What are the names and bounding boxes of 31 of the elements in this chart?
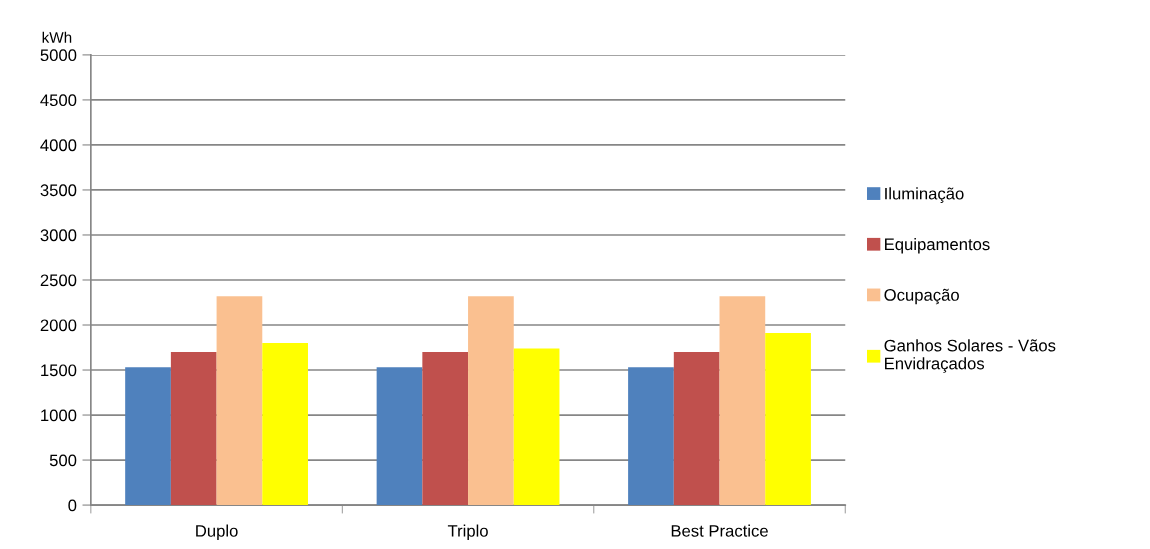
x-tick-label: Best Practice	[671, 524, 768, 537]
y-tick-label: 5000	[40, 49, 77, 62]
legend-label: Equipamentos	[885, 237, 990, 254]
legend-label: Ocupação	[884, 288, 959, 305]
bar	[468, 296, 514, 506]
y-tick-label: 500	[49, 454, 77, 467]
legend-label: Iluminação	[885, 187, 964, 203]
y-tick-label: 2000	[40, 319, 77, 332]
bar	[719, 296, 766, 506]
bar	[376, 367, 423, 506]
bar	[422, 352, 469, 506]
y-tick-label: 3500	[40, 184, 77, 197]
x-tick-label: Duplo	[196, 524, 238, 541]
bar	[628, 367, 674, 506]
legend-label: Ganhos Solares - Vãos Envidraçados	[884, 339, 1056, 373]
bar	[216, 296, 263, 506]
bar	[765, 333, 811, 506]
y-tick-label: 0	[68, 499, 77, 512]
y-tick-label: 4500	[40, 94, 77, 107]
y-tick-label: 4000	[40, 139, 77, 152]
bar	[125, 367, 171, 506]
y-axis-title: kWh	[42, 31, 72, 43]
y-tick-label: 3000	[40, 229, 77, 242]
bar	[513, 348, 560, 506]
x-tick-label: Triplo	[447, 524, 488, 541]
bar	[673, 352, 720, 506]
y-tick-label: 1500	[41, 364, 77, 377]
y-tick-label: 2500	[40, 274, 77, 287]
y-tick-label: 1000	[41, 409, 77, 422]
bar	[262, 343, 308, 506]
bar	[170, 352, 217, 506]
